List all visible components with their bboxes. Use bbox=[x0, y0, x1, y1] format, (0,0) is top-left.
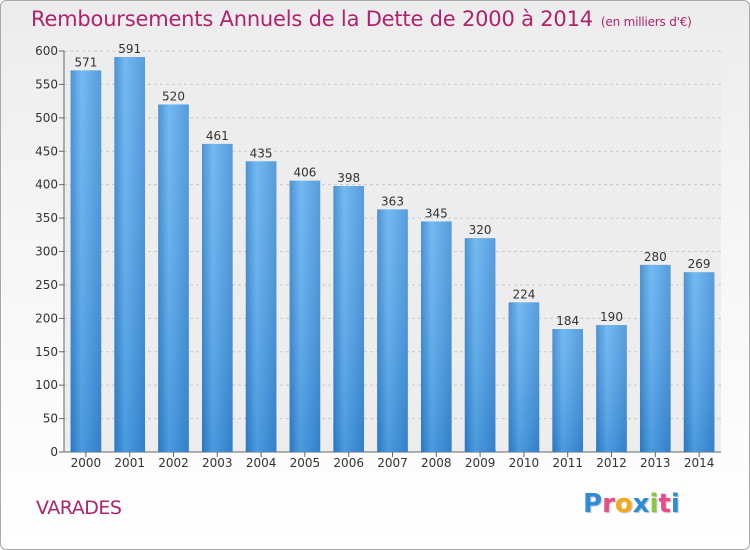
x-tick-label: 2007 bbox=[377, 456, 408, 470]
bar-value-label: 345 bbox=[425, 206, 448, 220]
y-tick-label: 550 bbox=[35, 77, 58, 91]
x-tick-label: 2000 bbox=[71, 456, 102, 470]
bar-shade bbox=[552, 329, 584, 452]
bar-shade bbox=[201, 143, 233, 453]
bar-value-label: 280 bbox=[644, 250, 667, 264]
bar-shade bbox=[508, 302, 540, 452]
y-tick-label: 150 bbox=[35, 345, 58, 359]
y-tick-label: 450 bbox=[35, 144, 58, 158]
bar-value-label: 363 bbox=[381, 194, 404, 208]
bar-shade bbox=[596, 325, 627, 452]
x-tick-label: 2010 bbox=[509, 456, 540, 470]
x-tick-label: 2009 bbox=[465, 456, 496, 470]
bar-value-label: 435 bbox=[250, 146, 273, 160]
proxiti-logo: Proxiti bbox=[583, 489, 680, 519]
x-tick-label: 2013 bbox=[640, 456, 671, 470]
proxiti-letter: i bbox=[649, 489, 659, 519]
x-tick-label: 2008 bbox=[421, 456, 452, 470]
y-tick-label: 500 bbox=[35, 111, 58, 125]
proxiti-letter: t bbox=[658, 489, 671, 519]
bar-shade bbox=[420, 221, 452, 452]
bar-shade bbox=[158, 104, 189, 452]
proxiti-letter: i bbox=[670, 489, 680, 519]
x-tick-label: 2006 bbox=[333, 456, 364, 470]
chart-title-text: Remboursements Annuels de la Dette de 20… bbox=[31, 7, 593, 31]
bar-shade bbox=[289, 180, 321, 452]
x-tick-label: 2003 bbox=[202, 456, 233, 470]
bar-shade bbox=[70, 70, 102, 453]
bar-value-label: 269 bbox=[688, 257, 711, 271]
bar-value-label: 520 bbox=[162, 89, 185, 103]
bar-shade bbox=[377, 209, 408, 452]
proxiti-letter: r bbox=[602, 489, 615, 519]
y-tick-label: 400 bbox=[35, 178, 58, 192]
bar-value-label: 398 bbox=[337, 171, 360, 185]
y-tick-label: 600 bbox=[35, 44, 58, 58]
chart-title: Remboursements Annuels de la Dette de 20… bbox=[31, 7, 692, 31]
bar-value-label: 224 bbox=[512, 287, 535, 301]
y-tick-label: 50 bbox=[43, 412, 58, 426]
bar-shade bbox=[464, 238, 496, 452]
bar-value-label: 320 bbox=[469, 223, 492, 237]
x-tick-label: 2002 bbox=[158, 456, 189, 470]
y-tick-label: 300 bbox=[35, 245, 58, 259]
y-tick-label: 0 bbox=[50, 445, 58, 459]
y-tick-label: 100 bbox=[35, 378, 58, 392]
bar-value-label: 406 bbox=[293, 166, 316, 180]
y-tick-label: 350 bbox=[35, 211, 58, 225]
bar-shade bbox=[114, 57, 146, 452]
y-tick-label: 200 bbox=[35, 311, 58, 325]
bar-value-label: 461 bbox=[206, 129, 229, 143]
proxiti-letter: x bbox=[632, 489, 650, 519]
bar-shade bbox=[245, 161, 277, 452]
bar-shade bbox=[333, 186, 365, 452]
bar-value-label: 571 bbox=[74, 55, 97, 69]
bar-value-label: 184 bbox=[556, 314, 579, 328]
x-tick-label: 2005 bbox=[290, 456, 321, 470]
y-tick-label: 250 bbox=[35, 278, 58, 292]
x-tick-label: 2014 bbox=[684, 456, 715, 470]
proxiti-letter: P bbox=[583, 489, 603, 519]
proxiti-letter: o bbox=[614, 489, 633, 519]
commune-name: VARADES bbox=[36, 497, 122, 519]
x-tick-label: 2012 bbox=[596, 456, 627, 470]
bar-shade bbox=[683, 272, 715, 452]
x-tick-label: 2001 bbox=[114, 456, 145, 470]
x-tick-label: 2004 bbox=[246, 456, 277, 470]
bar-value-label: 190 bbox=[600, 310, 623, 324]
bar-shade bbox=[639, 264, 671, 452]
bar-value-label: 591 bbox=[118, 42, 141, 56]
chart-unit: (en milliers d'€) bbox=[600, 15, 692, 29]
x-tick-label: 2011 bbox=[552, 456, 583, 470]
